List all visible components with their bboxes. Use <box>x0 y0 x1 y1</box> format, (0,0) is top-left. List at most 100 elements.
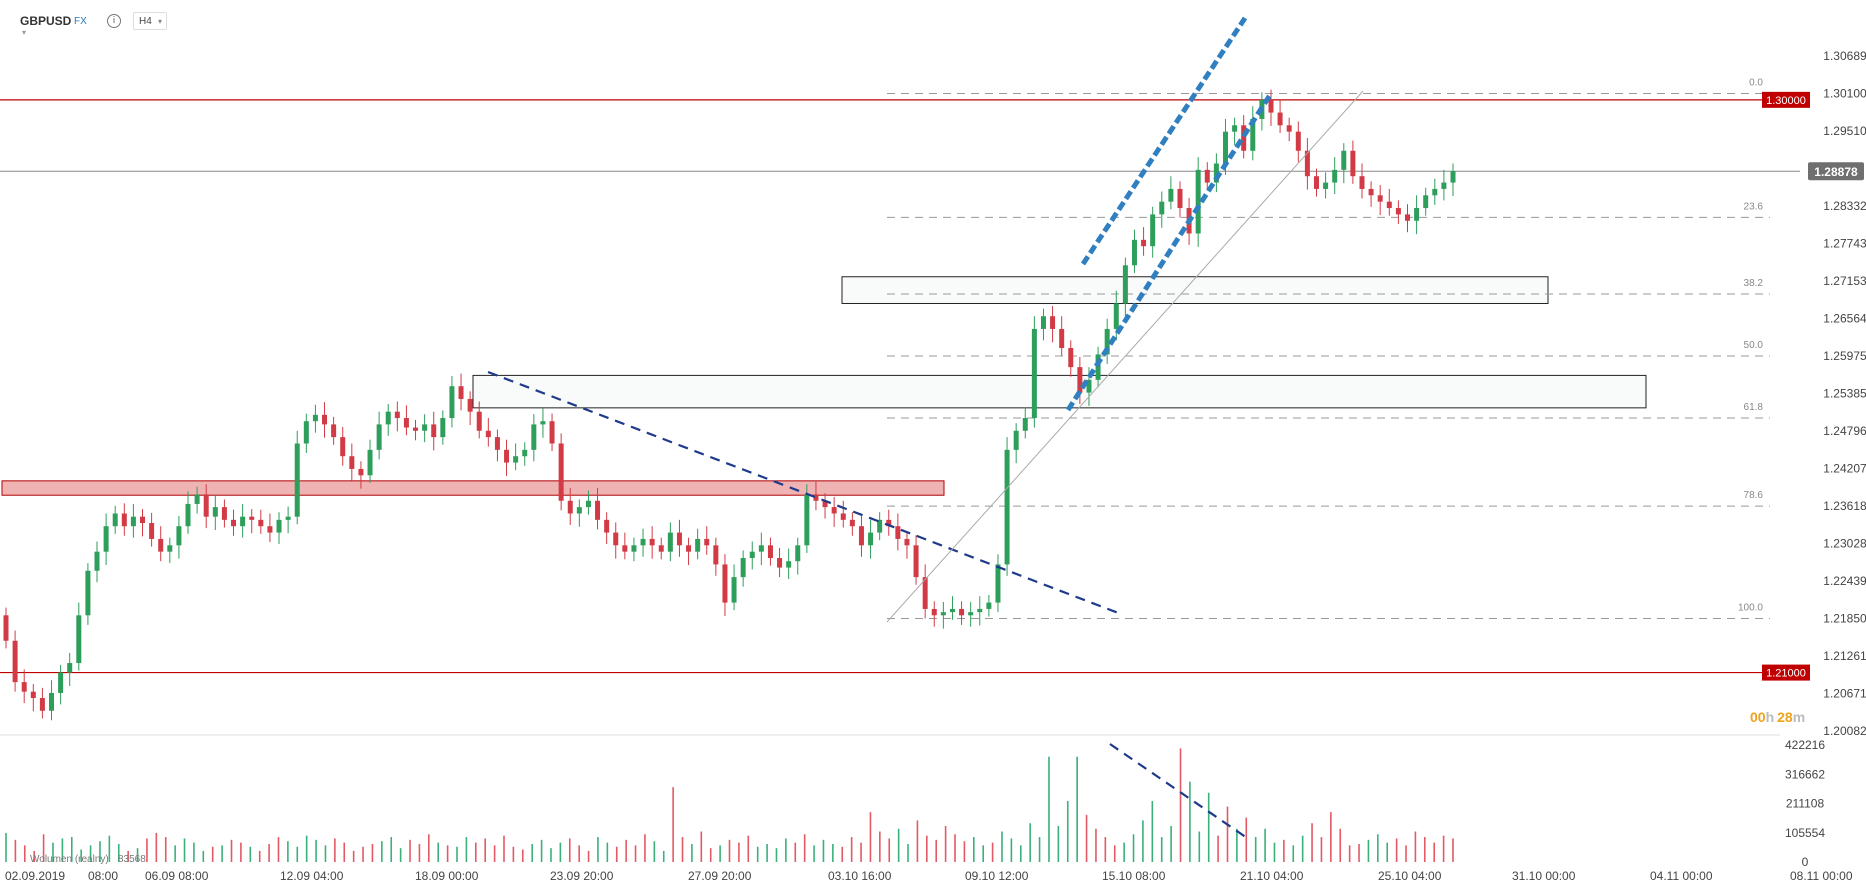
candle-body <box>540 421 546 425</box>
candle-body <box>622 545 628 552</box>
candle-body <box>868 532 874 546</box>
volume-bar <box>1264 828 1266 862</box>
info-icon[interactable]: i <box>107 14 121 28</box>
candle-body <box>267 526 273 533</box>
candle-body <box>1113 303 1119 329</box>
volume-bar <box>211 846 214 862</box>
symbol-menu-caret-icon[interactable]: ▾ <box>22 28 27 37</box>
candle-body <box>904 538 910 546</box>
volume-bar <box>174 845 176 862</box>
volume-bar <box>42 834 45 862</box>
candle-body <box>194 494 200 504</box>
y-tick-label: 1.20671 <box>1823 687 1866 701</box>
candle-body <box>1141 239 1147 247</box>
candle-body <box>1013 430 1019 450</box>
volume-bar <box>1245 817 1248 862</box>
candle-body <box>1195 169 1201 234</box>
candle-body <box>1441 182 1447 189</box>
candle-body <box>585 500 591 508</box>
candle-body <box>804 494 810 546</box>
volume-bar <box>954 834 956 862</box>
volume-bar <box>794 842 797 862</box>
candle-body <box>1250 118 1256 151</box>
candle-body <box>949 608 955 613</box>
volume-bar <box>99 841 101 862</box>
candle-body <box>613 532 619 546</box>
volume-bar <box>1424 837 1426 862</box>
countdown-part: h <box>1766 709 1775 725</box>
candle-body <box>258 519 264 527</box>
volume-bar <box>33 850 35 862</box>
candle-body <box>294 443 300 517</box>
y-tick-label: 1.25385 <box>1823 387 1866 401</box>
candle-body <box>1204 169 1210 183</box>
volume-bar <box>14 839 17 862</box>
candle-body <box>1104 328 1110 355</box>
volume-bar <box>803 834 806 862</box>
y-tick-label: 1.24796 <box>1823 424 1866 438</box>
chevron-down-icon: ▾ <box>157 17 162 26</box>
volume-bar <box>1029 823 1031 862</box>
candle-body <box>968 612 974 616</box>
volume-tick-label: 0 <box>1802 855 1809 869</box>
candle-body <box>831 507 837 514</box>
candle-body <box>440 418 446 438</box>
x-tick-label: 18.09 00:00 <box>415 869 479 883</box>
volume-bar <box>258 850 261 862</box>
volume-bar <box>1189 781 1191 862</box>
candle-body <box>485 430 491 438</box>
candle-body <box>504 449 510 463</box>
volume-bar <box>1019 845 1022 862</box>
y-tick-label: 1.30689 <box>1823 49 1866 63</box>
symbol-label[interactable]: GBPUSD <box>20 14 72 28</box>
x-tick-label: 31.10 00:00 <box>1512 869 1576 883</box>
candle-body <box>1332 169 1338 183</box>
candle-body <box>376 424 382 450</box>
candle-body <box>203 494 209 517</box>
volume-bar <box>465 837 468 862</box>
timeframe-select[interactable]: H4 ▾ <box>133 12 167 30</box>
candle-body <box>385 411 391 425</box>
volume-bar <box>1001 831 1003 862</box>
fib-level-label: 100.0 <box>1738 602 1763 613</box>
volume-bar <box>822 839 825 862</box>
fib-level-label: 61.8 <box>1744 402 1764 413</box>
resistance-zone <box>841 276 1549 304</box>
candle-body <box>30 691 36 699</box>
volume-bar <box>277 837 280 862</box>
volume-bar <box>61 838 64 862</box>
candle-body <box>576 507 582 514</box>
volume-bar <box>1348 845 1351 862</box>
candle-body <box>85 570 91 616</box>
volume-bar <box>1076 756 1078 862</box>
candle-body <box>1177 188 1183 209</box>
volume-bar <box>193 842 195 862</box>
candle-body <box>640 538 646 546</box>
candle-body <box>1040 316 1046 329</box>
fib-level-label: 38.2 <box>1744 278 1764 289</box>
candle-body <box>231 519 237 527</box>
volume-bar <box>268 843 270 862</box>
candle-body <box>740 558 746 578</box>
volume-trend-line <box>1109 743 1251 841</box>
volume-bar <box>832 843 834 862</box>
volume-bar <box>1254 837 1257 862</box>
volume-value: 83568 <box>118 854 146 865</box>
y-tick-label: 1.21850 <box>1823 612 1866 626</box>
volume-bar <box>5 832 7 862</box>
volume-bar <box>1283 839 1285 862</box>
volume-bar <box>399 848 402 862</box>
volume-bar <box>512 846 515 862</box>
candle-body <box>1295 131 1301 151</box>
candle-body <box>1341 150 1347 170</box>
candle-body <box>340 437 346 457</box>
candle-body <box>986 602 992 609</box>
candle-body <box>767 545 773 559</box>
candle-body <box>1222 131 1228 164</box>
support-zone <box>1 480 945 496</box>
volume-bar <box>202 850 205 862</box>
y-tick-label: 1.27153 <box>1823 274 1866 288</box>
candle-body <box>221 507 227 520</box>
volume-bar <box>324 845 327 862</box>
